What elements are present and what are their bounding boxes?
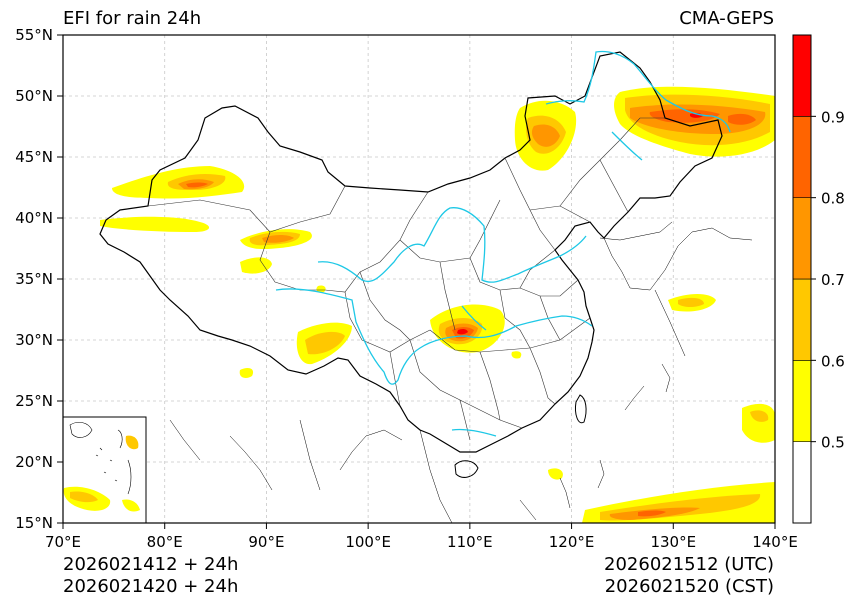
efi-area-qaidam-orange — [262, 235, 294, 243]
efi-area-xinjiang-dark — [186, 182, 208, 188]
yangtze-river — [275, 288, 593, 385]
lon-tick-label: 140°E — [752, 533, 798, 551]
inset-efi — [63, 435, 140, 512]
colorbar-segment — [792, 116, 812, 198]
colorbar-label: 0.9 — [821, 108, 845, 126]
efi-area-pacific-east — [742, 403, 775, 443]
colorbar: 0.5 0.6 0.7 0.8 0.9 — [792, 34, 845, 524]
pearl-river — [451, 428, 497, 437]
efi-area-sichuan-red — [457, 328, 468, 335]
songhua-river — [611, 131, 643, 161]
colorbar-segment — [792, 197, 812, 280]
inset-coastline — [69, 421, 132, 495]
lat-tick-label: 20°N — [15, 453, 53, 471]
lat-tick-label: 55°N — [15, 26, 53, 44]
lat-tick-label: 25°N — [15, 392, 53, 410]
latitude-axis: 15°N 20°N 25°N 30°N 35°N 40°N 45°N 50°N 55°N — [15, 26, 63, 532]
lat-tick-label: 45°N — [15, 148, 53, 166]
colorbar-label: 0.5 — [821, 434, 845, 452]
efi-area-west-pt — [316, 285, 326, 293]
lat-tick-label: 35°N — [15, 270, 53, 288]
colorbar-segment — [792, 34, 812, 117]
china-border — [99, 51, 723, 453]
yellow-river — [317, 207, 587, 283]
lon-tick-label: 130°E — [650, 533, 696, 551]
efi-area-tibet-south — [239, 368, 254, 378]
longitude-axis: 70°E 80°E 90°E 100°E 110°E 120°E 130°E 140°E — [45, 523, 798, 551]
rivers — [275, 50, 731, 437]
province-boundaries — [147, 117, 665, 441]
init-time-utc: 2026021412 + 24h — [63, 554, 239, 575]
colorbar-label: 0.7 — [821, 271, 845, 289]
lon-tick-label: 90°E — [248, 533, 284, 551]
heilongjiang-river — [545, 50, 731, 133]
efi-area-yunnan-pt — [511, 351, 522, 359]
efi-area-tibet-core — [305, 331, 345, 355]
lat-tick-label: 30°N — [15, 331, 53, 349]
hainan-island — [454, 460, 479, 478]
efi-area-tianshan — [100, 216, 210, 232]
efi-area-japan-core — [678, 297, 704, 307]
taiwan-island — [575, 394, 587, 424]
model-name: CMA-GEPS — [679, 8, 774, 29]
valid-time-utc: 2026021512 (UTC) — [604, 554, 774, 575]
map-title: EFI for rain 24h — [63, 8, 202, 29]
efi-area-heilongjiang-orange — [531, 124, 560, 147]
valid-time-cst: 2026021520 (CST) — [604, 576, 774, 597]
colorbar-label: 0.6 — [821, 352, 845, 370]
efi-area-south-sea-small — [548, 468, 563, 480]
efi-area-pacific-core — [750, 410, 769, 422]
colorbar-segment — [792, 441, 812, 524]
efi-area-qinghai — [240, 257, 272, 274]
efi-area-southsea-dark — [638, 510, 666, 517]
lon-tick-label: 80°E — [147, 533, 183, 551]
efi-shading — [63, 86, 775, 523]
lon-tick-label: 100°E — [345, 533, 391, 551]
lat-tick-label: 50°N — [15, 87, 53, 105]
map-content — [63, 50, 775, 523]
gridlines — [63, 35, 775, 523]
init-time-cst: 2026021420 + 24h — [63, 576, 239, 597]
lon-tick-label: 70°E — [45, 533, 81, 551]
colorbar-segment — [792, 278, 812, 361]
lon-tick-label: 110°E — [447, 533, 493, 551]
lon-tick-label: 120°E — [549, 533, 595, 551]
neighbour-borders — [169, 221, 753, 523]
colorbar-segment — [792, 360, 812, 442]
efi-area-russia-dark2 — [728, 113, 756, 125]
lat-tick-label: 15°N — [15, 514, 53, 532]
han-river — [461, 305, 487, 331]
lat-tick-label: 40°N — [15, 209, 53, 227]
colorbar-label: 0.8 — [821, 190, 845, 208]
